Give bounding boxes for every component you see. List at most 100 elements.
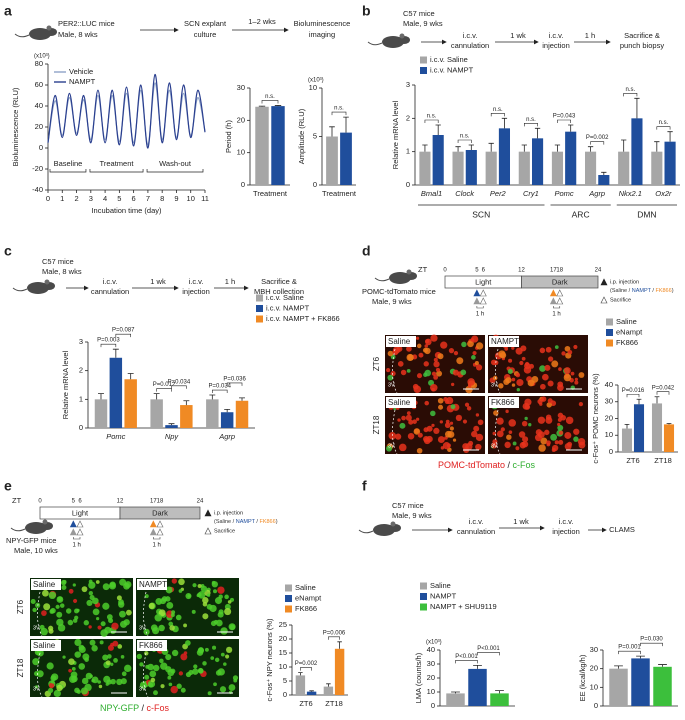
x-tick-label: Pomc — [106, 432, 125, 441]
cell — [524, 398, 532, 406]
protocol-text: cannulation — [91, 287, 129, 296]
cell — [74, 638, 82, 647]
protocol-text: 1 wk — [513, 517, 529, 526]
cell — [228, 690, 233, 695]
cell — [551, 444, 559, 452]
cell — [492, 375, 498, 381]
cell — [519, 360, 524, 366]
cell — [103, 675, 111, 684]
error-bar — [209, 394, 216, 400]
cell — [74, 615, 79, 620]
legend-text: i.c.v. NAMPT — [266, 303, 310, 312]
cell — [423, 361, 429, 367]
cell — [475, 342, 484, 350]
tile-label-bg — [137, 579, 167, 590]
x-tick-label: ZT6 — [626, 456, 639, 465]
cell — [217, 586, 225, 594]
zt-label: ZT — [418, 265, 428, 274]
cell — [387, 350, 394, 357]
cell — [397, 361, 404, 367]
cell — [88, 590, 94, 596]
marker-triangle — [549, 297, 557, 305]
panel-label: d — [362, 243, 371, 259]
bar — [631, 118, 643, 185]
micrograph — [136, 639, 239, 698]
cell — [74, 651, 82, 658]
mouse-ear — [44, 279, 50, 285]
legend-swatch — [285, 605, 292, 613]
cell — [119, 578, 127, 586]
group-label: DMN — [637, 209, 656, 219]
cell — [470, 338, 475, 342]
x-tick-label: Npy — [165, 432, 180, 441]
dark-label: Dark — [552, 277, 568, 286]
cell — [121, 671, 127, 677]
cell — [557, 424, 564, 431]
cell — [108, 618, 114, 624]
cell — [574, 380, 579, 385]
cell — [191, 609, 196, 614]
zt-tick: 6 — [78, 499, 82, 505]
agent: ) — [672, 288, 674, 294]
cell — [550, 433, 558, 441]
significance-bracket — [477, 652, 500, 656]
protocol-text: Male, 9 wks — [372, 297, 412, 306]
zt-tick: 24 — [197, 499, 204, 505]
legend-text: NAMPT — [430, 591, 457, 600]
tile-label-bg — [386, 397, 416, 408]
cell — [386, 445, 393, 452]
interval-bracket — [73, 537, 81, 540]
cell — [437, 397, 444, 404]
cell — [444, 430, 452, 438]
significance-label: n.s. — [526, 117, 536, 123]
error-bar — [326, 683, 331, 687]
ventricle-edge — [495, 348, 501, 394]
error-bar — [636, 398, 642, 405]
marker-triangle — [549, 289, 557, 297]
cell — [71, 667, 76, 671]
ventricle-edge — [392, 409, 398, 455]
y-tick-label: 20 — [427, 673, 435, 682]
error-bar — [501, 117, 508, 129]
cell — [95, 580, 100, 584]
cell — [564, 345, 571, 352]
y-tick-label: 30 — [590, 645, 598, 654]
cell — [507, 368, 513, 374]
cell — [416, 447, 423, 454]
error-bar — [298, 672, 303, 676]
cell — [119, 610, 126, 618]
cell — [508, 358, 513, 363]
significance-label: P=0.012 — [153, 382, 176, 388]
cell — [81, 586, 88, 593]
legend-swatch — [420, 593, 427, 600]
cell — [439, 420, 443, 424]
protocol-text: Male, 10 wks — [14, 546, 58, 555]
significance-label: P=0.002 — [586, 135, 609, 141]
significance-label: P=0.016 — [622, 388, 645, 394]
series-line — [47, 73, 206, 149]
y-tick-label: 0 — [431, 701, 435, 710]
cell — [424, 400, 429, 406]
legend-text: NAMPT — [69, 77, 96, 86]
mouse-icon — [358, 521, 401, 536]
protocol-text: imaging — [309, 30, 335, 39]
error-bar — [658, 664, 667, 667]
cell — [113, 657, 118, 663]
cell — [516, 388, 520, 392]
cell — [160, 684, 165, 689]
cell — [110, 642, 114, 647]
caption: NPY-GFP / c-Fos — [100, 703, 170, 713]
cell — [415, 336, 420, 340]
cell — [176, 683, 182, 689]
cell — [426, 425, 433, 432]
y-tick-label: 10 — [605, 430, 613, 439]
cell — [225, 646, 233, 654]
phase-bracket — [146, 169, 204, 173]
marker-triangle — [479, 297, 487, 305]
cell — [202, 661, 207, 666]
protocol-text: PER2::LUC mice — [58, 19, 115, 28]
cell — [528, 423, 532, 427]
cell — [224, 607, 232, 616]
cell — [165, 586, 173, 594]
protocol-text: cannulation — [457, 527, 495, 536]
